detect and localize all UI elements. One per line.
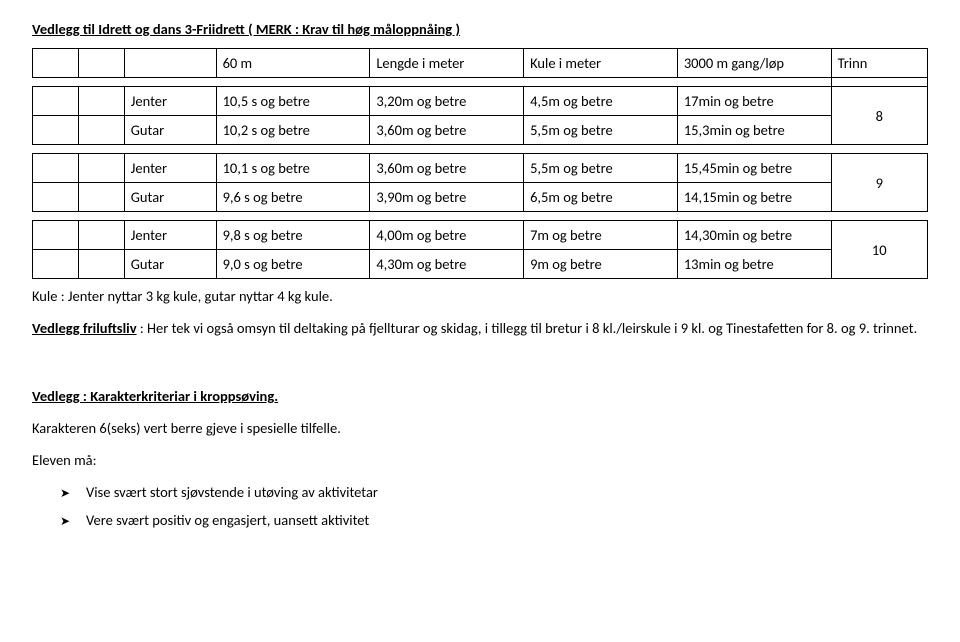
cell: 9m og betre xyxy=(524,250,678,279)
requirements-table: 60 m Lengde i meter Kule i meter 3000 m … xyxy=(32,48,928,279)
cell: 9,0 s og betre xyxy=(216,250,370,279)
cell: 4,00m og betre xyxy=(370,221,524,250)
cell: 3,60m og betre xyxy=(370,116,524,145)
row-label: Jenter xyxy=(124,87,216,116)
cell: 9,8 s og betre xyxy=(216,221,370,250)
cell: 5,5m og betre xyxy=(524,116,678,145)
cell: 17min og betre xyxy=(677,87,831,116)
col-header: Kule i meter xyxy=(524,49,678,78)
trinn-cell: 8 xyxy=(831,87,927,145)
table-row: Gutar 9,0 s og betre 4,30m og betre 9m o… xyxy=(33,250,928,279)
row-label: Jenter xyxy=(124,154,216,183)
line-eleven-maa: Eleven må: xyxy=(32,451,928,469)
bullet-list: Vise svært stort sjøvstende i utøving av… xyxy=(60,483,928,529)
col-header: 3000 m gang/løp xyxy=(677,49,831,78)
row-label: Jenter xyxy=(124,221,216,250)
row-label: Gutar xyxy=(124,183,216,212)
row-label: Gutar xyxy=(124,250,216,279)
cell: 10,1 s og betre xyxy=(216,154,370,183)
page-title: Vedlegg til Idrett og dans 3-Friidrett (… xyxy=(32,20,928,38)
list-item: Vere svært positiv og engasjert, uansett… xyxy=(60,511,928,529)
line-6seks: Karakteren 6(seks) vert berre gjeve i sp… xyxy=(32,419,928,437)
cell: 3,20m og betre xyxy=(370,87,524,116)
col-header: Lengde i meter xyxy=(370,49,524,78)
trinn-cell: 10 xyxy=(831,221,927,279)
friluftsliv-paragraph: Vedlegg friluftsliv : Her tek vi også om… xyxy=(32,319,928,337)
table-header-row: 60 m Lengde i meter Kule i meter 3000 m … xyxy=(33,49,928,78)
cell: 9,6 s og betre xyxy=(216,183,370,212)
cell: 4,30m og betre xyxy=(370,250,524,279)
table-row: Jenter 10,1 s og betre 3,60m og betre 5,… xyxy=(33,154,928,183)
cell: 14,15min og betre xyxy=(677,183,831,212)
cell: 5,5m og betre xyxy=(524,154,678,183)
col-header: Trinn xyxy=(831,49,927,78)
cell: 7m og betre xyxy=(524,221,678,250)
table-row: Gutar 10,2 s og betre 3,60m og betre 5,5… xyxy=(33,116,928,145)
friluftsliv-lead: Vedlegg friluftsliv xyxy=(32,319,137,337)
table-row: Gutar 9,6 s og betre 3,90m og betre 6,5m… xyxy=(33,183,928,212)
cell: 4,5m og betre xyxy=(524,87,678,116)
cell: 3,60m og betre xyxy=(370,154,524,183)
row-label: Gutar xyxy=(124,116,216,145)
cell: 3,90m og betre xyxy=(370,183,524,212)
note-kule: Kule : Jenter nyttar 3 kg kule, gutar ny… xyxy=(32,287,928,305)
friluftsliv-rest: : Her tek vi også omsyn til deltaking på… xyxy=(137,319,918,337)
table-row: Jenter 10,5 s og betre 3,20m og betre 4,… xyxy=(33,87,928,116)
col-header xyxy=(124,49,216,78)
trinn-cell: 9 xyxy=(831,154,927,212)
cell: 15,45min og betre xyxy=(677,154,831,183)
cell: 6,5m og betre xyxy=(524,183,678,212)
cell: 14,30min og betre xyxy=(677,221,831,250)
cell: 13min og betre xyxy=(677,250,831,279)
cell: 10,5 s og betre xyxy=(216,87,370,116)
cell: 15,3min og betre xyxy=(677,116,831,145)
section-karakterkriteriar-title: Vedlegg : Karakterkriteriar i kroppsøvin… xyxy=(32,387,928,405)
list-item: Vise svært stort sjøvstende i utøving av… xyxy=(60,483,928,501)
table-row: Jenter 9,8 s og betre 4,00m og betre 7m … xyxy=(33,221,928,250)
col-header: 60 m xyxy=(216,49,370,78)
cell: 10,2 s og betre xyxy=(216,116,370,145)
